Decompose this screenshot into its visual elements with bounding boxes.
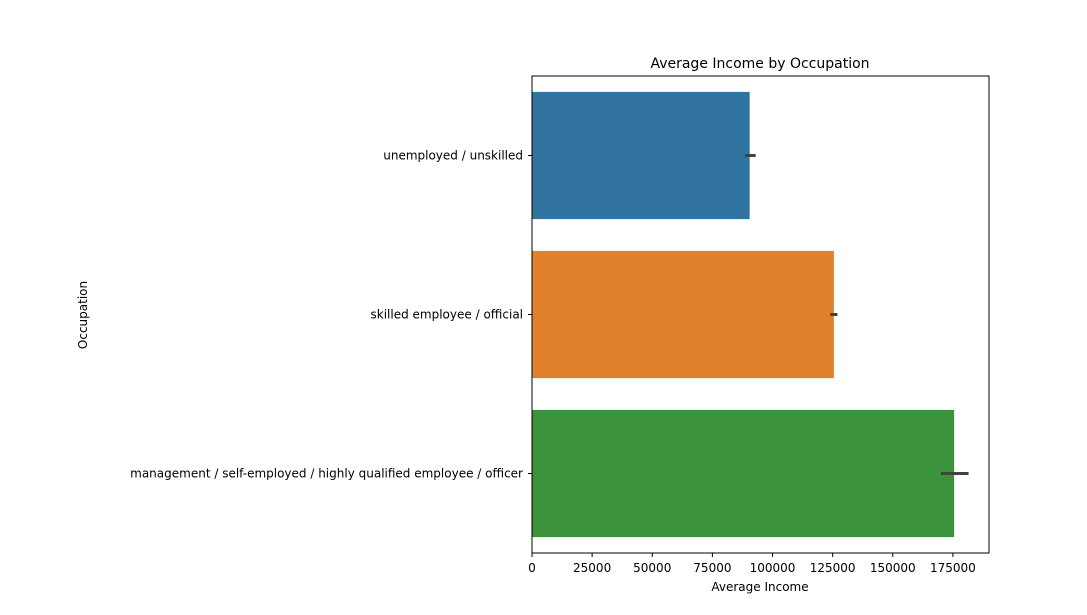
y-tick-label-1: skilled employee / official	[371, 308, 523, 322]
x-axis: 0 25000 50000 75000 100000 125000 150000 175000	[528, 553, 976, 575]
y-tick-label-0: unemployed / unskilled	[383, 149, 523, 163]
x-tick-label-3: 75000	[693, 561, 731, 575]
bar-0	[532, 91, 750, 220]
x-tick-label-0: 0	[528, 561, 536, 575]
x-tick-label-5: 125000	[810, 561, 856, 575]
bar-1	[532, 250, 834, 379]
bars-layer	[532, 91, 955, 538]
x-tick-label-1: 25000	[573, 561, 611, 575]
error-bars-layer	[744, 154, 969, 475]
y-tick-label-2: management / self-employed / highly qual…	[130, 467, 523, 481]
y-axis: unemployed / unskilled skilled employee /…	[130, 149, 532, 481]
x-axis-label: Average Income	[711, 580, 808, 594]
chart-title: Average Income by Occupation	[650, 56, 869, 72]
y-axis-label: Occupation	[76, 281, 90, 349]
x-tick-label-7: 175000	[930, 561, 976, 575]
x-tick-label-2: 50000	[633, 561, 671, 575]
x-tick-label-6: 150000	[870, 561, 916, 575]
x-tick-label-4: 100000	[750, 561, 796, 575]
bar-2	[532, 409, 955, 538]
